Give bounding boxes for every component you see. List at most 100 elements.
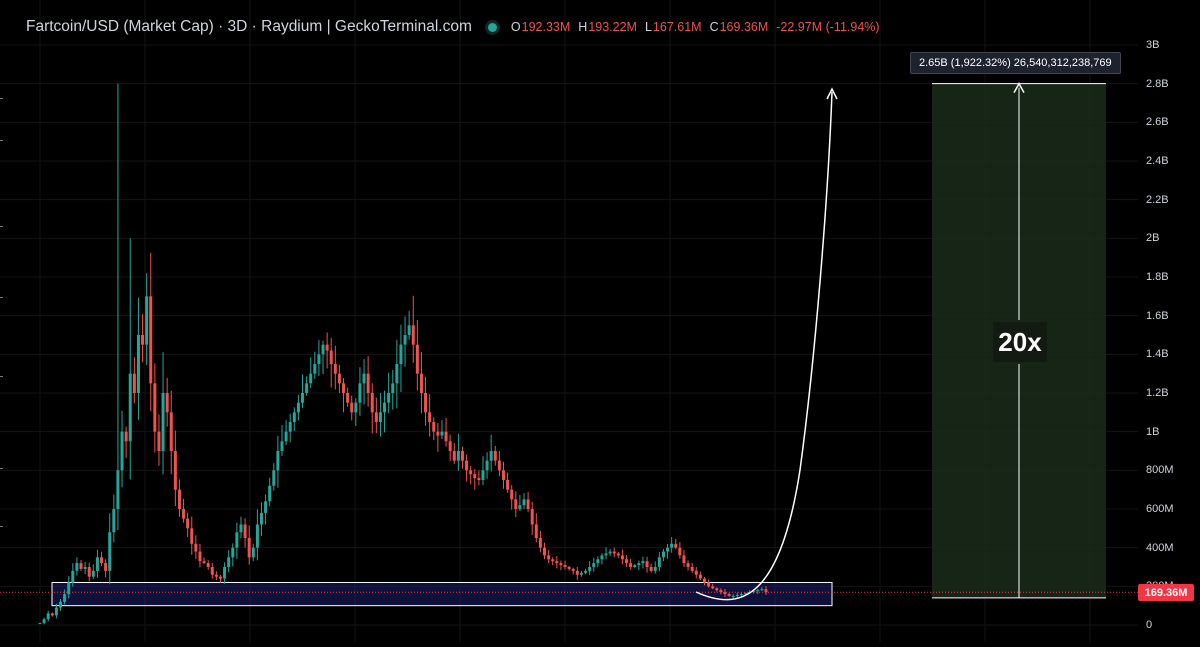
candle-body [522,499,526,506]
candle-body [649,567,653,571]
candle-body [235,532,239,548]
candle-body [616,553,620,556]
candle-body [321,344,325,355]
candle-body [707,582,711,587]
candle-body [374,412,378,422]
candle-body [551,559,555,562]
candle-body [132,373,136,393]
candle-body [342,383,346,393]
support-zone-rect [51,581,833,607]
candle-body [534,524,538,538]
candle-body [337,373,341,384]
candle-body [723,592,727,595]
candle-body [202,561,206,564]
candle-body [641,561,645,564]
candle-body [670,543,674,548]
candle-body [227,557,231,567]
measure-label[interactable]: 2.65B (1,922.32%) 26,540,312,238,769 [910,52,1121,74]
candle-body [218,576,222,579]
live-status-dot-icon [487,22,497,32]
candle-body [165,393,169,413]
candle-body [350,402,354,413]
candle-body [489,451,493,461]
candle-body [739,594,743,596]
candle-body [362,373,366,384]
candle-body [514,499,518,509]
candle-body [95,557,99,571]
candle-body [317,354,321,364]
candle-body [452,451,456,461]
candle-body [157,431,161,451]
candle-body [666,547,670,552]
candle-body [194,543,198,552]
candle-body [120,431,124,471]
candle-body [456,451,460,461]
candle-body [301,393,305,403]
candle-body [428,412,432,422]
candle-body [59,601,63,608]
candle-body [50,613,54,616]
candle-body [198,551,202,562]
candle-body [264,501,268,513]
candle-body [608,551,612,554]
candle-body [305,383,309,393]
candle-body [506,480,510,490]
candle-body [682,555,686,564]
candle-body [288,422,292,432]
candles [38,83,768,625]
ohlc-high: H193.22M [578,20,637,34]
candle-body [555,561,559,564]
candle-body [272,470,276,486]
candle-body [206,563,210,567]
candle-body [149,296,153,384]
candle-body [497,460,501,471]
candle-body [579,572,583,575]
candle-body [419,373,423,393]
y-tick-label: 1B [1146,425,1160,438]
candle-body [473,474,477,479]
candle-body [592,563,596,567]
candle-body [653,567,657,571]
candle-body [538,538,542,548]
y-tick-label: 1.8B [1146,271,1169,283]
candle-body [731,596,735,597]
candle-body [715,588,719,591]
candle-body [625,559,629,564]
price-change: -22.97M (-11.94%) [776,20,880,34]
ohlc-open: O192.33M [510,20,571,34]
left-axis-tick [0,376,3,377]
candle-body [760,589,764,591]
candle-body [407,325,411,335]
projection-arrowhead [826,87,838,100]
candle-body [243,524,247,538]
overlay-lines [0,82,1138,601]
candle-body [633,565,637,567]
candle-body [719,590,723,593]
candle-body [169,412,173,451]
candle-body [214,574,218,577]
candle-body [239,524,243,533]
candle-body [448,441,452,451]
candle-body [485,460,489,471]
candle-body [690,567,694,571]
candle-body [395,364,399,384]
candle-body [223,567,227,579]
candle-body [559,563,563,566]
candle-body [177,489,181,509]
y-tick-label: 2.4B [1146,155,1169,167]
candle-body [231,547,235,558]
candle-body [145,296,149,345]
candle-body [378,412,382,422]
candle-body [469,470,473,475]
y-tick-label: 2.8B [1146,77,1169,90]
candle-body [481,470,485,480]
candle-body [296,402,300,413]
candle-body [752,591,756,593]
candle-body [346,393,350,403]
candle-body [403,335,407,345]
candle-body [104,563,108,571]
candle-body [563,565,567,567]
candle-body [42,619,46,624]
